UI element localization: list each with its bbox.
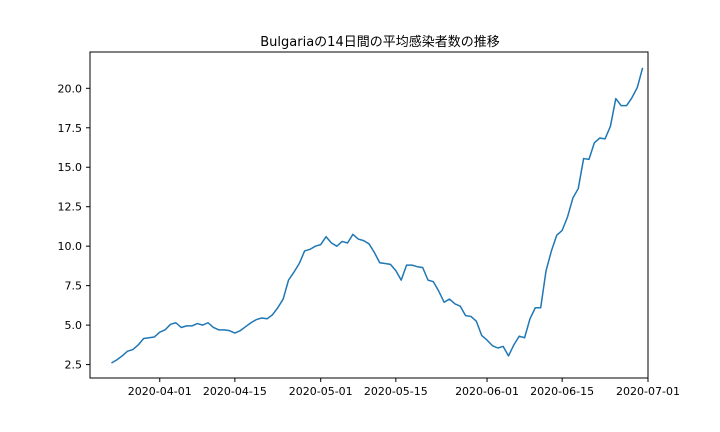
y-tick-label: 12.5	[58, 201, 83, 214]
y-tick-label: 2.5	[65, 359, 83, 372]
x-tick-label: 2020-05-01	[289, 385, 353, 398]
plot-frame	[89, 51, 649, 379]
y-tick-label: 17.5	[58, 122, 83, 135]
y-tick-label: 15.0	[58, 161, 83, 174]
y-tick-label: 5.0	[65, 319, 83, 332]
plot-area	[89, 51, 649, 379]
y-tick-label: 20.0	[58, 82, 83, 95]
x-tick-label: 2020-07-01	[616, 385, 680, 398]
x-tick-label: 2020-04-01	[128, 385, 192, 398]
x-tick-label: 2020-05-15	[364, 385, 428, 398]
x-tick-label: 2020-06-15	[530, 385, 594, 398]
y-tick-label: 7.5	[65, 280, 83, 293]
y-axis: 2.5 5.0 7.5 10.0 12.5 15.0 17.5 20.0	[58, 82, 90, 372]
x-axis: 2020-04-01 2020-04-15 2020-05-01 2020-05-15…	[128, 378, 680, 398]
x-tick-label: 2020-04-15	[203, 385, 267, 398]
series-line	[111, 67, 644, 364]
chart-title: Bulgariaの14日間の平均感染者数の推移	[260, 34, 499, 50]
series-group	[111, 67, 644, 364]
y-tick-label: 10.0	[58, 240, 83, 253]
x-tick-label: 2020-06-01	[455, 385, 519, 398]
